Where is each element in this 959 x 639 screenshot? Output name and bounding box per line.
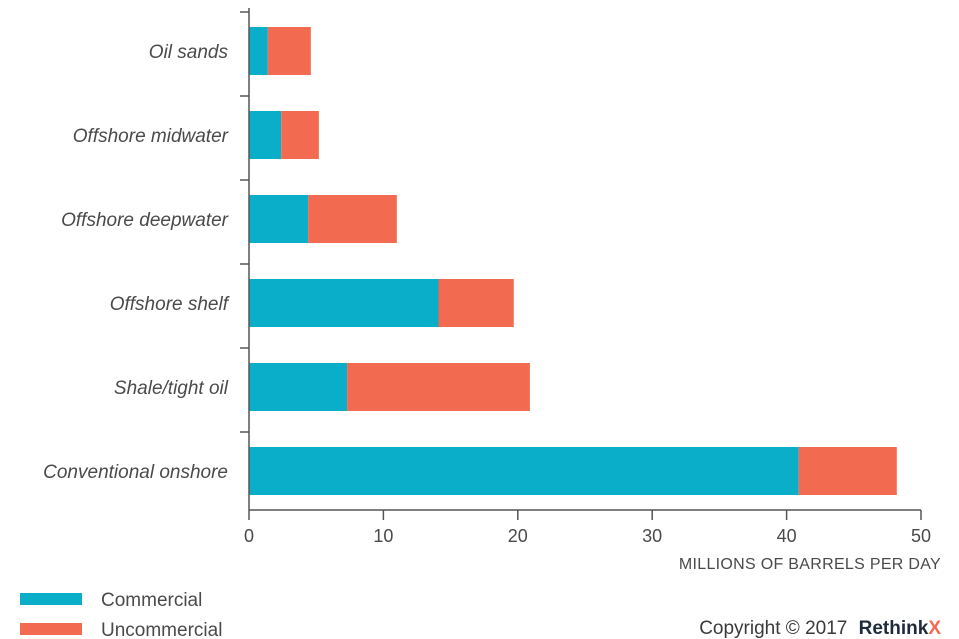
category-label: Oil sands — [149, 42, 229, 63]
x-tick-label: 0 — [244, 526, 254, 546]
bar-uncommercial-conventional-onshore — [798, 447, 897, 495]
y-axis-ticks — [240, 11, 249, 433]
category-label: Offshore midwater — [73, 126, 229, 147]
category-label: Conventional onshore — [43, 462, 228, 483]
category-label: Shale/tight oil — [114, 378, 229, 399]
legend: Commercial Uncommercial — [20, 590, 222, 639]
bar-commercial-offshore-shelf — [249, 279, 439, 327]
x-tick-label: 50 — [911, 526, 931, 546]
x-axis-ticks: 0 10 20 30 40 50 — [244, 510, 931, 546]
bar-uncommercial-offshore-deepwater — [308, 195, 397, 243]
bar-commercial-offshore-midwater — [249, 111, 282, 159]
copyright-notice: Copyright © 2017 RethinkX — [699, 618, 941, 639]
x-axis-title: MILLIONS OF BARRELS PER DAY — [679, 556, 941, 573]
x-tick-label: 30 — [642, 526, 662, 546]
brand-x: X — [928, 618, 941, 639]
bar-uncommercial-oil-sands — [267, 27, 311, 75]
bar-uncommercial-offshore-midwater — [281, 111, 319, 159]
category-label: Offshore deepwater — [61, 210, 229, 231]
bars — [249, 27, 897, 495]
bar-commercial-offshore-deepwater — [249, 195, 309, 243]
bar-commercial-conventional-onshore — [249, 447, 799, 495]
legend-swatch-commercial — [20, 593, 82, 605]
x-tick-label: 10 — [373, 526, 393, 546]
legend-label-commercial: Commercial — [101, 590, 202, 611]
category-label: Offshore shelf — [110, 294, 230, 315]
copyright-text: Copyright © 2017 — [699, 618, 847, 639]
bar-commercial-shale-tight-oil — [249, 363, 348, 411]
bar-uncommercial-shale-tight-oil — [347, 363, 530, 411]
legend-label-uncommercial: Uncommercial — [101, 620, 222, 639]
axes — [248, 8, 921, 511]
bar-uncommercial-offshore-shelf — [438, 279, 514, 327]
x-tick-label: 20 — [508, 526, 528, 546]
x-tick-label: 40 — [777, 526, 797, 546]
brand-name: Rethink — [859, 618, 929, 639]
bar-commercial-oil-sands — [249, 27, 268, 75]
legend-swatch-uncommercial — [20, 623, 82, 635]
category-labels: Oil sands Offshore midwater Offshore deepw… — [43, 42, 230, 483]
